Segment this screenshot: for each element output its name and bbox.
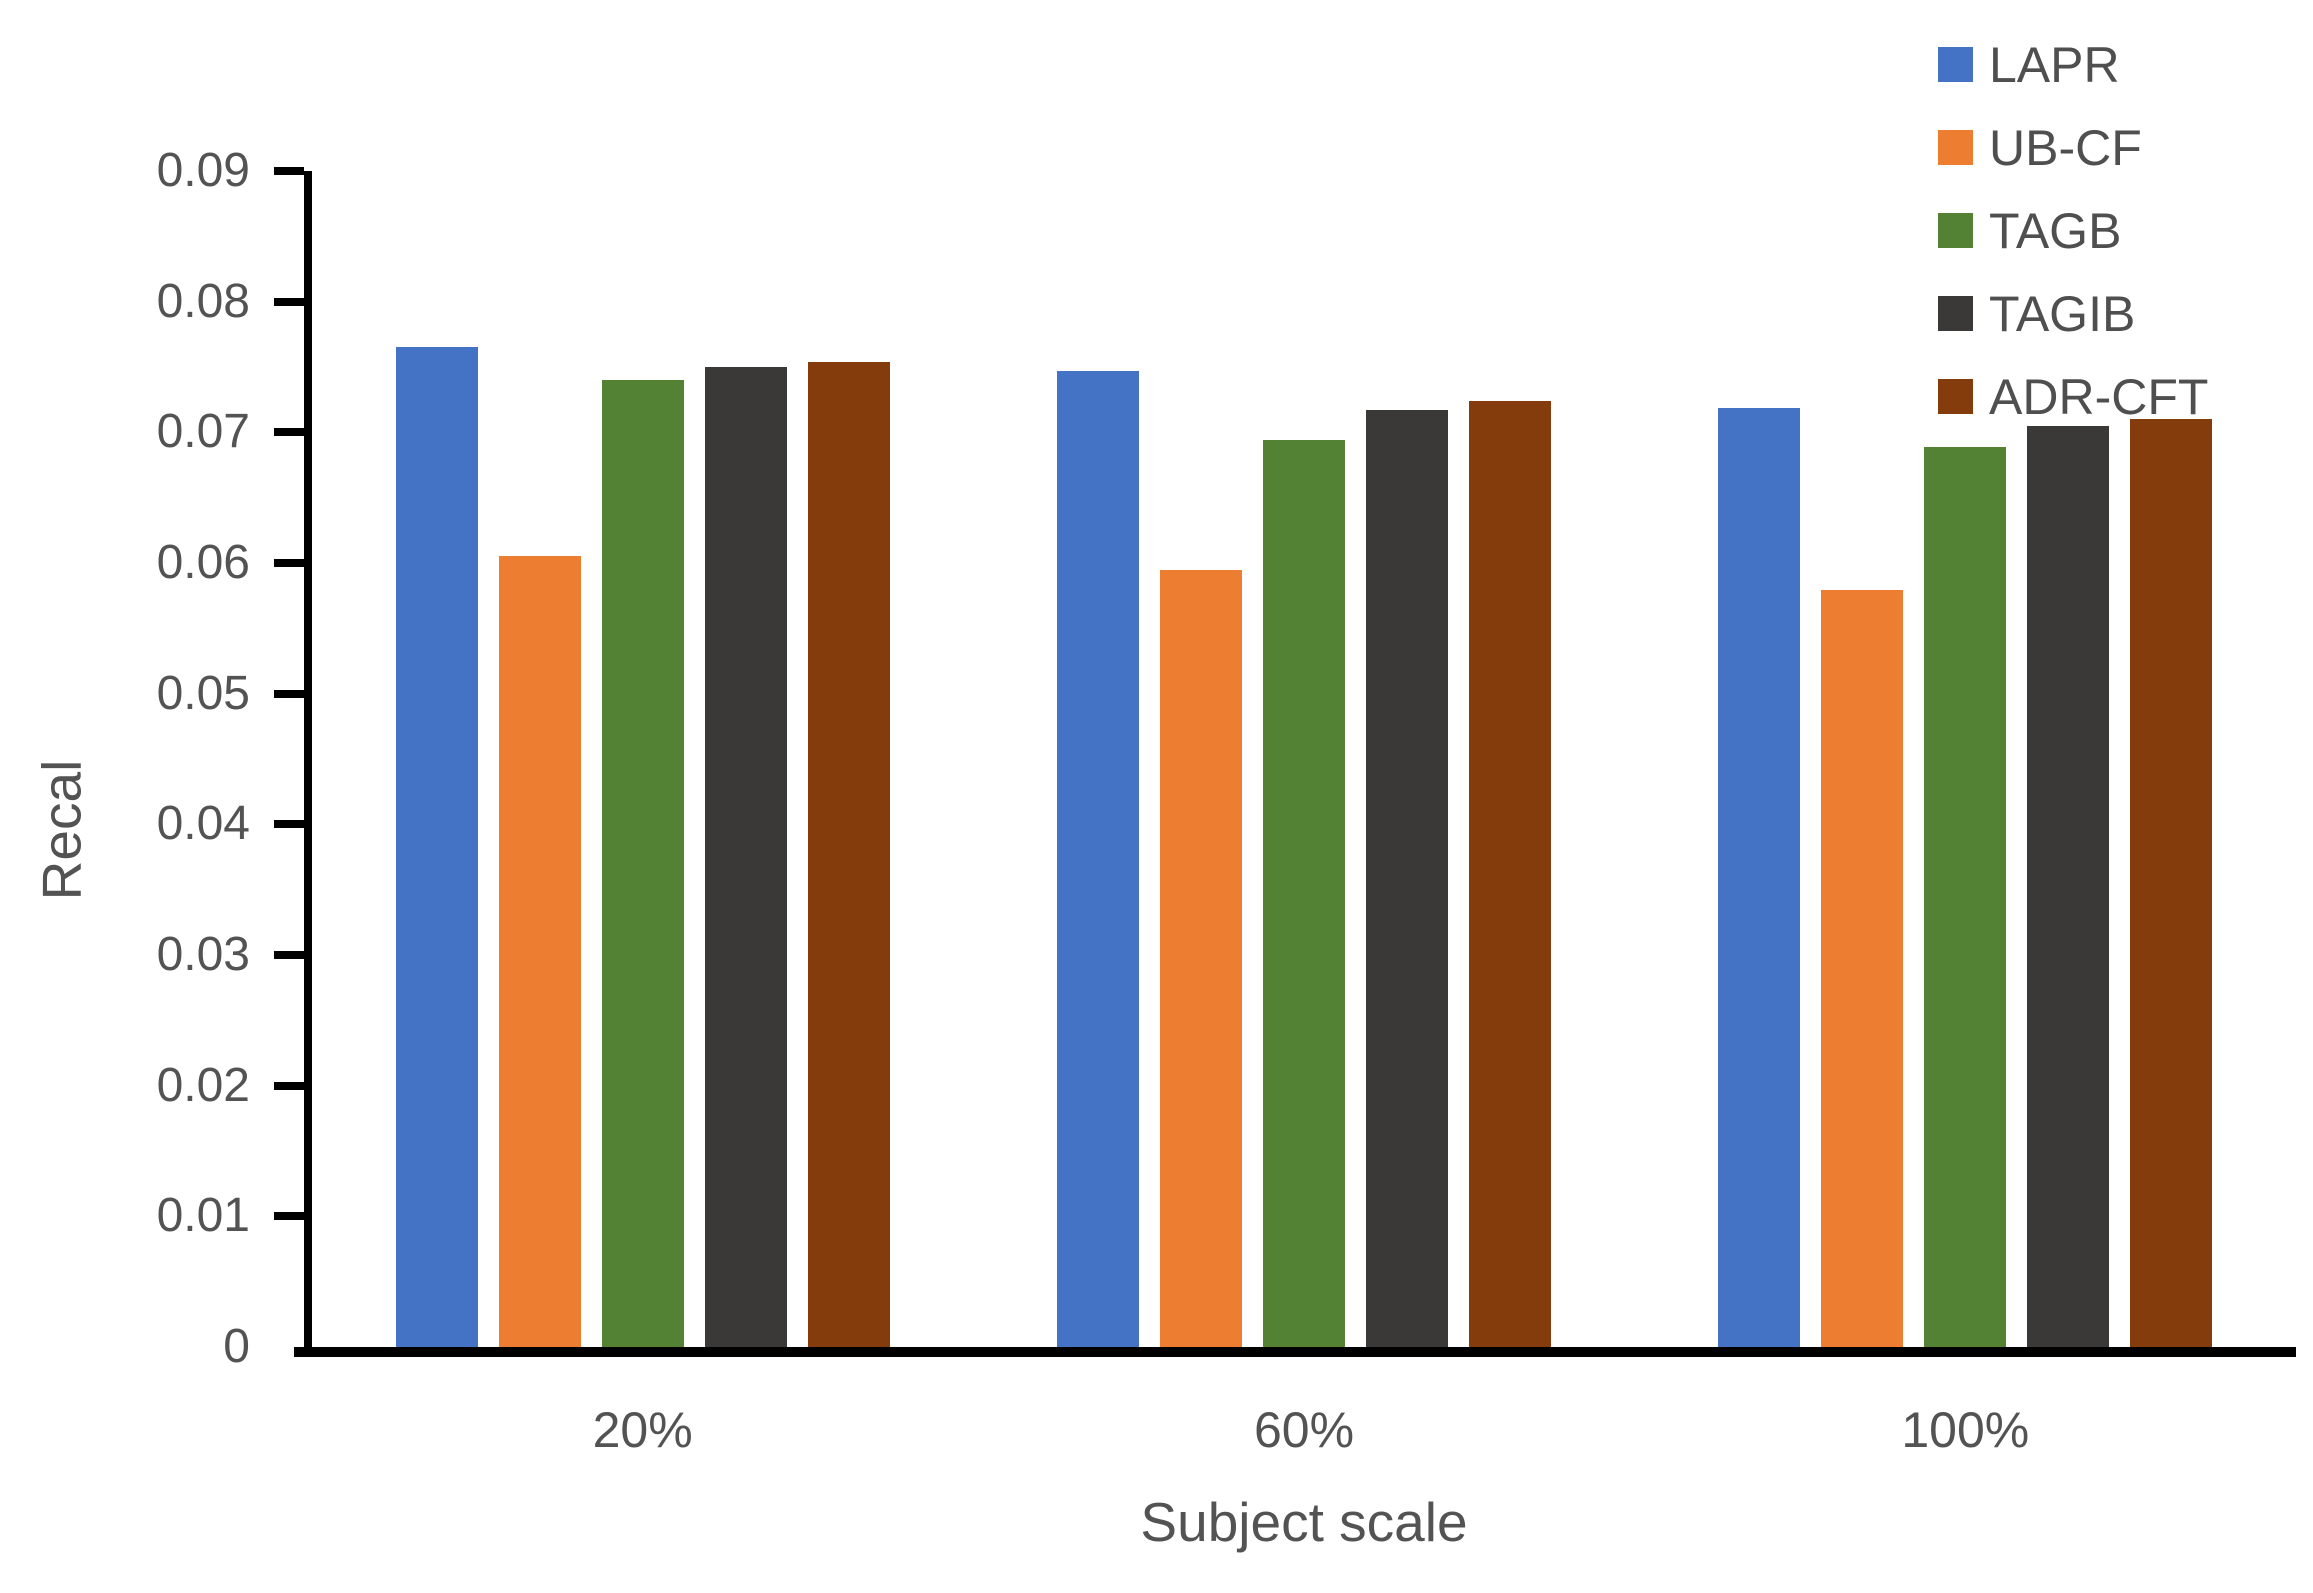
category-label-100%: 100% xyxy=(1901,1402,2030,1458)
y-axis-line xyxy=(304,171,312,1347)
bar-LAPR-60% xyxy=(1056,370,1139,1347)
bar-TAGB-60% xyxy=(1262,440,1345,1347)
x-axis-title: Subject scale xyxy=(1140,1491,1468,1553)
bar-UB-CF-60% xyxy=(1159,569,1242,1347)
y-tick-mark xyxy=(274,951,304,959)
y-tick-mark xyxy=(274,428,304,437)
legend-label-UB-CF: UB-CF xyxy=(1989,119,2142,176)
bar-group-60% xyxy=(973,171,1634,1347)
legend-swatch-TAGB xyxy=(1938,213,1973,248)
legend-label-TAGB: TAGB xyxy=(1989,202,2122,259)
y-tick-label: 0.08 xyxy=(156,274,250,328)
category-labels: 20% 60% 100% xyxy=(312,1405,2296,1455)
legend-label-ADR-CFT: ADR-CFT xyxy=(1989,368,2209,425)
bar-ADR-CFT-100% xyxy=(2130,419,2213,1347)
legend-swatch-LAPR xyxy=(1938,47,1973,82)
legend-item-LAPR: LAPR xyxy=(1938,23,2208,106)
category-label-20%: 20% xyxy=(592,1402,693,1458)
legend-item-TAGIB: TAGIB xyxy=(1938,272,2208,355)
bar-ADR-CFT-60% xyxy=(1468,400,1551,1347)
legend-label-LAPR: LAPR xyxy=(1989,36,2120,93)
y-tick-label: 0.03 xyxy=(156,928,250,981)
legend-swatch-UB-CF xyxy=(1938,130,1973,165)
y-tick-mark xyxy=(274,1081,304,1090)
y-tick-label: 0.07 xyxy=(156,405,250,459)
bar-UB-CF-20% xyxy=(498,556,581,1347)
bar-LAPR-20% xyxy=(395,347,478,1347)
legend-item-TAGB: TAGB xyxy=(1938,189,2208,272)
bar-group-20% xyxy=(312,171,973,1347)
y-tick-mark xyxy=(274,559,304,567)
bar-groups xyxy=(312,171,2296,1347)
y-tick-mark xyxy=(274,689,304,698)
y-tick-label: 0 xyxy=(223,1320,250,1373)
y-tick-label: 0.01 xyxy=(156,1189,250,1243)
legend-label-TAGIB: TAGIB xyxy=(1989,285,2136,342)
legend: LAPR UB-CF TAGB TAGIB ADR-CFT xyxy=(1938,23,2208,438)
y-tick-label: 0.02 xyxy=(156,1058,250,1112)
bar-TAGIB-60% xyxy=(1365,410,1448,1347)
bar-TAGIB-100% xyxy=(2027,425,2110,1347)
bar-UB-CF-100% xyxy=(1821,590,1904,1347)
legend-swatch-ADR-CFT xyxy=(1938,379,1973,414)
category-label-60%: 60% xyxy=(1253,1402,1355,1458)
bar-TAGB-100% xyxy=(1924,446,2007,1347)
y-tick-mark xyxy=(274,167,304,175)
y-tick-mark xyxy=(274,297,304,306)
legend-item-UB-CF: UB-CF xyxy=(1938,106,2208,189)
y-tick-label: 0.04 xyxy=(156,797,250,851)
bar-TAGIB-20% xyxy=(704,367,787,1347)
y-tick-label: 0.09 xyxy=(156,144,250,197)
legend-swatch-TAGIB xyxy=(1938,296,1973,331)
y-tick-mark xyxy=(274,820,304,829)
bar-LAPR-100% xyxy=(1718,407,1801,1347)
bar-ADR-CFT-20% xyxy=(807,361,890,1347)
y-tick-label: 0.06 xyxy=(156,536,250,589)
bar-TAGB-20% xyxy=(601,380,684,1347)
x-axis-line xyxy=(294,1347,2296,1357)
plot-area: 0 0.01 0.02 0.03 0.04 0.05 0.06 0.07 0.08 0.09 20… xyxy=(157,147,2296,1550)
y-tick-label: 0.05 xyxy=(156,666,250,720)
legend-item-ADR-CFT: ADR-CFT xyxy=(1938,355,2208,438)
bar-group-100% xyxy=(1635,171,2296,1347)
y-tick-mark xyxy=(274,1212,304,1221)
y-axis-title: Recal xyxy=(30,759,93,901)
